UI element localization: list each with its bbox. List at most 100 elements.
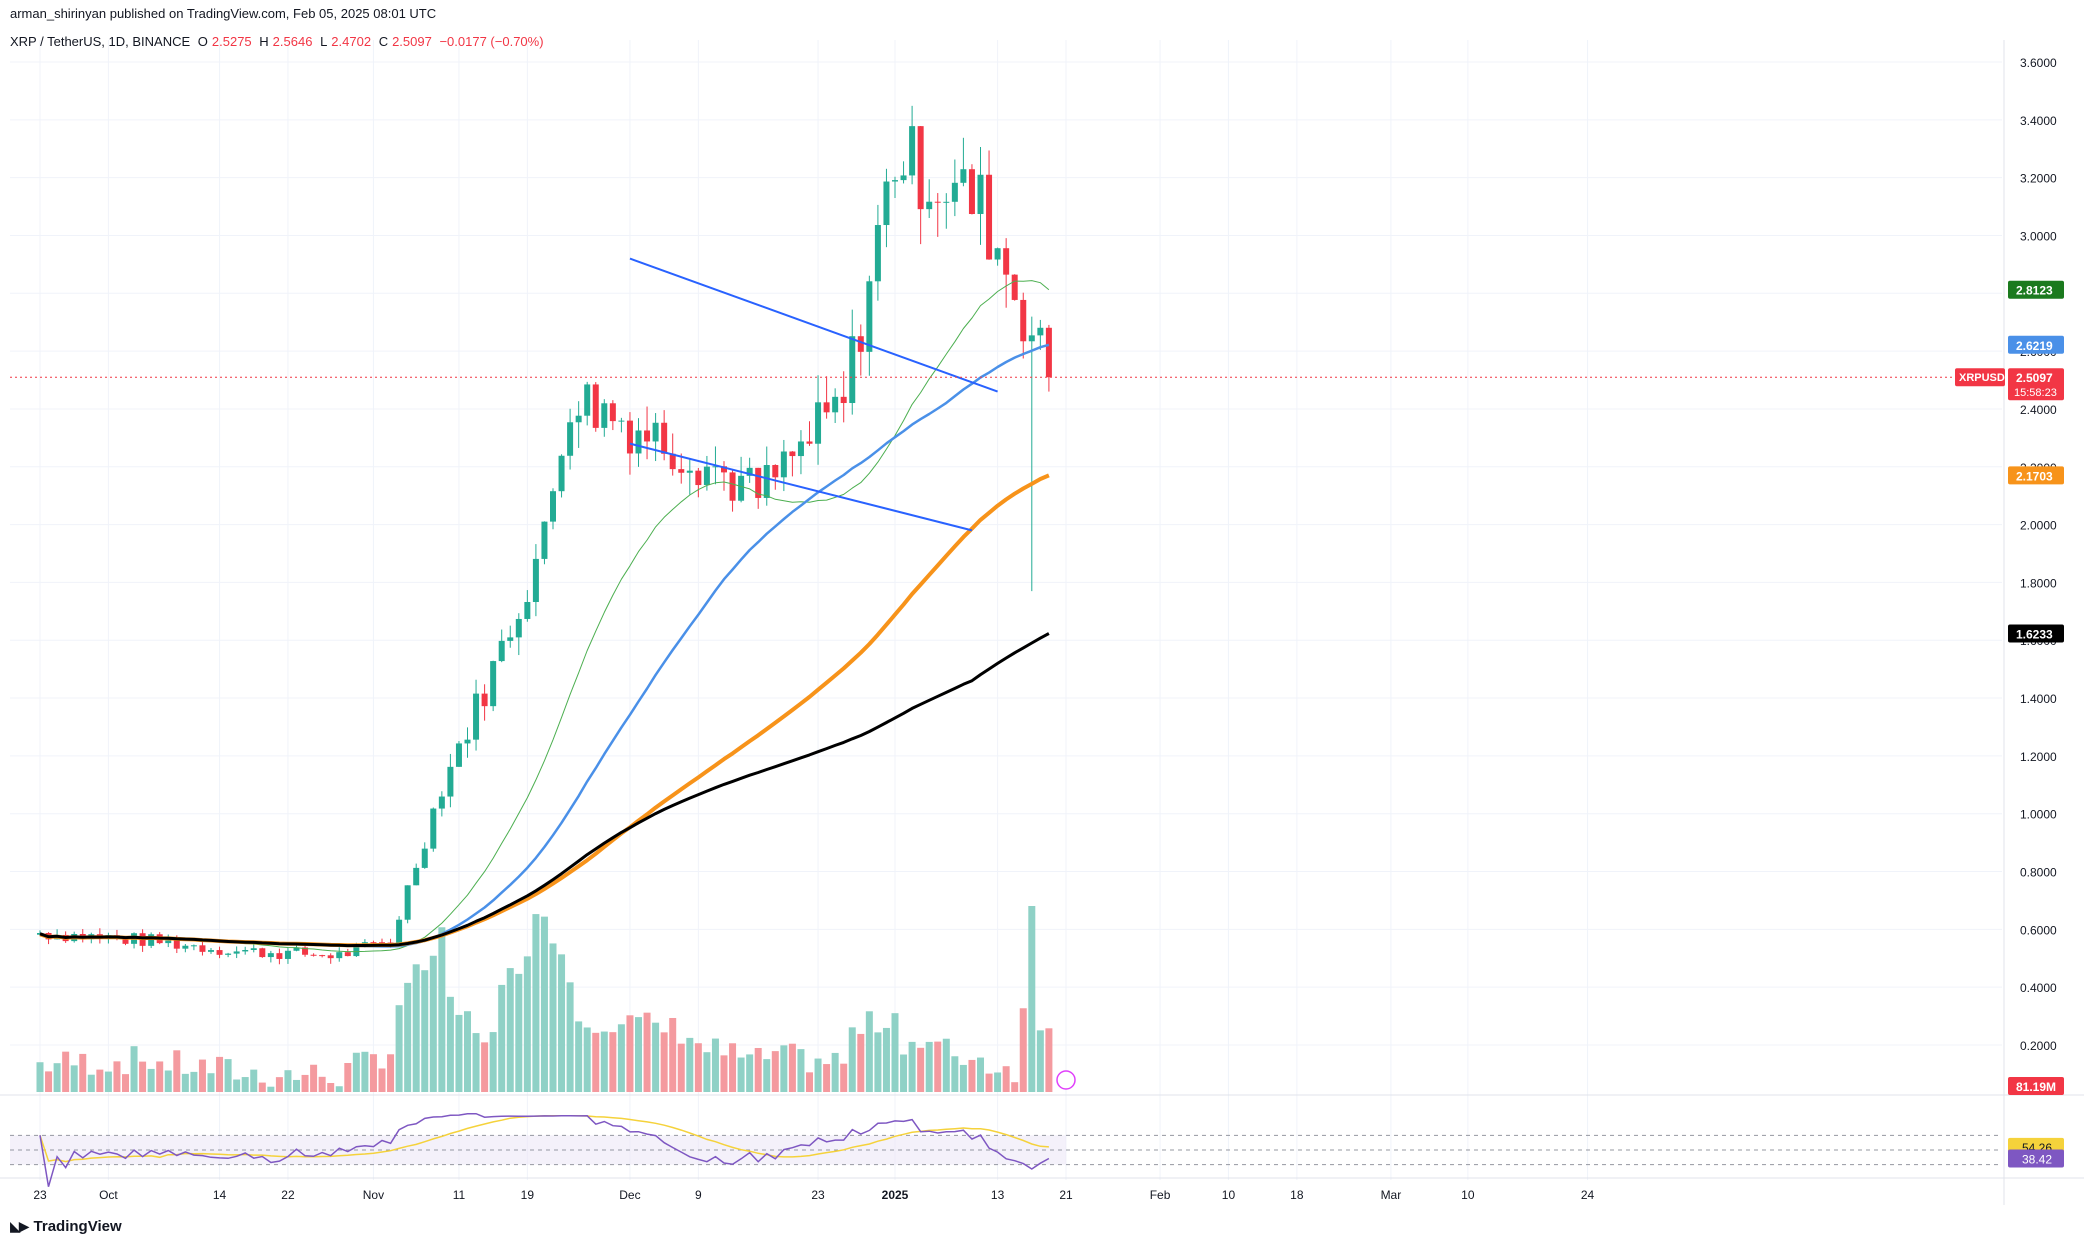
volume-bar: [1028, 906, 1036, 1092]
candle-body: [644, 430, 651, 442]
candle-body: [703, 466, 710, 486]
candle-body: [857, 336, 864, 352]
time-tick-label: Mar: [1381, 1188, 1402, 1202]
candle-body: [618, 420, 625, 422]
volume-bar: [122, 1074, 129, 1092]
rsi-tag: [2008, 1149, 2064, 1168]
price-tick-label: 3.4000: [2020, 114, 2057, 128]
volume-bar: [823, 1064, 831, 1092]
volume-bar: [395, 1005, 403, 1092]
volume-bar: [831, 1052, 839, 1092]
candle-body: [208, 950, 214, 952]
time-tick-label: 19: [521, 1188, 535, 1202]
candle-body: [344, 952, 351, 957]
candle-body: [233, 951, 240, 954]
volume-bar: [216, 1056, 224, 1092]
rsi-tag-text: 38.42: [2022, 1152, 2052, 1166]
trendline-lower: [629, 442, 973, 532]
candle-body: [652, 422, 659, 442]
volume-bar: [156, 1061, 164, 1092]
volume-bar: [181, 1073, 189, 1092]
candle-body: [396, 919, 403, 944]
volume-bar: [549, 943, 557, 1092]
candle-body: [806, 441, 813, 444]
candle-body: [968, 169, 975, 214]
volume-bar: [207, 1073, 215, 1092]
price-tick-label: 2.0000: [2020, 519, 2057, 533]
volume-bar: [429, 955, 437, 1092]
candle-body: [1011, 274, 1018, 300]
price-tick-label: 3.0000: [2020, 229, 2057, 243]
candle-body: [849, 336, 856, 404]
volume-bar: [925, 1041, 933, 1092]
price-tick-label: 1.0000: [2020, 808, 2057, 822]
volume-bar: [994, 1072, 1002, 1092]
price-tick-label: 3.2000: [2020, 172, 2057, 186]
volume-bar: [421, 970, 429, 1092]
volume-bar: [703, 1052, 711, 1092]
candle-body: [532, 558, 539, 602]
time-axis: 23 Oct 14 22 Nov 11 19 Dec 9 23 2025 13 21 Feb 10 18 Mar…: [33, 1188, 1594, 1202]
candle-body: [199, 945, 206, 952]
volume-bar: [711, 1038, 719, 1092]
candle-body: [310, 954, 317, 956]
candle-body: [951, 182, 958, 202]
volume-bar: [600, 1031, 608, 1092]
candle-body: [190, 945, 197, 947]
chart-grid: [0, 40, 2084, 1205]
time-tick-label: 11: [453, 1188, 466, 1202]
volume-bar: [45, 1071, 53, 1092]
ma-blue-tag-text: 2.6219: [2016, 339, 2053, 353]
candle-body: [977, 174, 984, 214]
close-label: C: [378, 34, 389, 49]
time-tick-label: 13: [991, 1188, 1005, 1202]
volume-bar: [652, 1022, 660, 1092]
volume-bar: [318, 1076, 326, 1092]
volume-bar: [788, 1043, 796, 1092]
candle-body: [173, 940, 180, 949]
volume-bar: [694, 1043, 702, 1092]
time-tick-label: Nov: [363, 1188, 384, 1202]
volume-bar: [79, 1053, 87, 1092]
time-tick-label: 10: [1461, 1188, 1475, 1202]
volume-bar: [344, 1063, 352, 1092]
candle-body: [883, 181, 890, 226]
volume-bar: [472, 1033, 480, 1092]
volume-bar: [575, 1021, 583, 1092]
volume-bar: [942, 1038, 950, 1092]
candle-body: [1045, 327, 1052, 378]
volume-bar: [865, 1011, 873, 1092]
candle-body: [797, 441, 804, 457]
candle-body: [481, 693, 488, 707]
volume-bar: [404, 982, 412, 1092]
volume-bar: [224, 1059, 232, 1092]
volume-bar: [53, 1063, 61, 1092]
volume-bar: [874, 1032, 882, 1092]
volume-bar: [327, 1082, 335, 1092]
candle-body: [165, 940, 172, 944]
volume-bar: [840, 1063, 848, 1092]
volume-bars: [36, 906, 1053, 1092]
tradingview-logo[interactable]: ◣▶ TradingView: [10, 1218, 122, 1235]
time-tick-label: 9: [695, 1188, 702, 1202]
time-tick-label: 23: [33, 1188, 47, 1202]
time-tick-label: 10: [1222, 1188, 1236, 1202]
volume-bar: [857, 1033, 865, 1092]
symbol-title[interactable]: XRP / TetherUS, 1D, BINANCE: [10, 34, 191, 49]
volume-bar: [729, 1043, 737, 1092]
volume-bar: [583, 1027, 591, 1092]
candle-body: [832, 396, 839, 413]
volume-bar: [173, 1050, 181, 1092]
candle-body: [515, 618, 522, 638]
candle-body: [738, 475, 745, 501]
candle-body: [490, 661, 497, 707]
time-tick-label: 14: [213, 1188, 227, 1202]
volume-bar: [293, 1079, 300, 1092]
volume-bar: [87, 1074, 95, 1092]
price-tick-label: 1.4000: [2020, 692, 2057, 706]
volume-bar: [130, 1046, 138, 1092]
ma-green-line: [39, 280, 1050, 953]
volume-bar: [446, 996, 454, 1092]
low-value: 2.4702: [331, 34, 372, 49]
